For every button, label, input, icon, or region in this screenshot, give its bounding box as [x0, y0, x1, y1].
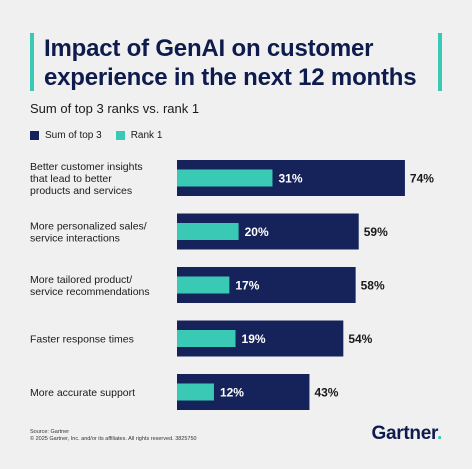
source-text: Source: Gartner — [30, 429, 70, 435]
logo-dot: . — [437, 423, 442, 444]
data-label-rank1: 31% — [278, 172, 302, 186]
data-label-rank1: 12% — [220, 386, 244, 400]
title-accent-right — [438, 33, 442, 91]
legend-item-sum-top3: Sum of top 3 — [30, 130, 102, 141]
bar-chart: 31% 74% Better customer insights that lead … — [30, 160, 434, 410]
chart-subtitle: Sum of top 3 ranks vs. rank 1 — [30, 101, 200, 116]
bar-rank1 — [177, 330, 236, 347]
data-label-sum-top3: 58% — [361, 279, 385, 293]
category-label: Faster response times — [30, 334, 134, 346]
data-label-rank1: 20% — [245, 225, 269, 239]
legend-label-rank1: Rank 1 — [130, 130, 163, 141]
bar-rank1 — [177, 169, 273, 187]
category-label-line: More accurate support — [30, 387, 135, 399]
data-label-sum-top3: 54% — [348, 332, 372, 346]
category-label-line: service interactions — [30, 233, 120, 245]
category-label-line: service recommendations — [30, 286, 150, 298]
legend-swatch-rank1 — [115, 131, 125, 140]
logo-text: Gartner — [371, 423, 438, 444]
legend-label-sum-top3: Sum of top 3 — [45, 130, 102, 141]
legend: Sum of top 3 Rank 1 — [30, 130, 162, 141]
gartner-logo: Gartner. — [371, 423, 443, 445]
title-accent-left — [30, 33, 34, 91]
legend-swatch-sum-top3 — [30, 131, 39, 140]
data-label-sum-top3: 43% — [314, 386, 338, 400]
category-label: Better customer insights that lead to bet… — [30, 161, 143, 197]
data-label-rank1: 19% — [242, 332, 266, 346]
bar-rank1 — [177, 223, 239, 240]
chart-title: Impact of GenAI on customer experience i… — [44, 35, 417, 91]
category-label-line: Better customer insights — [30, 161, 143, 173]
legend-item-rank1: Rank 1 — [115, 130, 163, 141]
title-frame: Impact of GenAI on customer experience i… — [30, 33, 442, 91]
category-label: More tailored product/service recommenda… — [30, 274, 150, 298]
bar-rank1 — [177, 383, 214, 401]
category-label: More accurate support — [30, 387, 135, 399]
category-label: More personalized sales/service interact… — [30, 221, 147, 245]
data-label-sum-top3: 59% — [364, 225, 388, 239]
category-label-line: that lead to better — [30, 173, 112, 185]
bar-rank1 — [177, 276, 230, 294]
category-label-line: Faster response times — [30, 334, 134, 346]
footer-source: Source: Gartner © 2025 Gartner, Inc. and… — [30, 429, 197, 443]
category-label-line: More personalized sales/ — [30, 221, 147, 233]
copyright-text: © 2025 Gartner, Inc. and/or its affiliat… — [30, 436, 197, 442]
category-label-line: products and services — [30, 185, 132, 197]
category-label-line: More tailored product/ — [30, 274, 132, 286]
data-label-rank1: 17% — [235, 279, 259, 293]
data-label-sum-top3: 74% — [410, 172, 434, 186]
